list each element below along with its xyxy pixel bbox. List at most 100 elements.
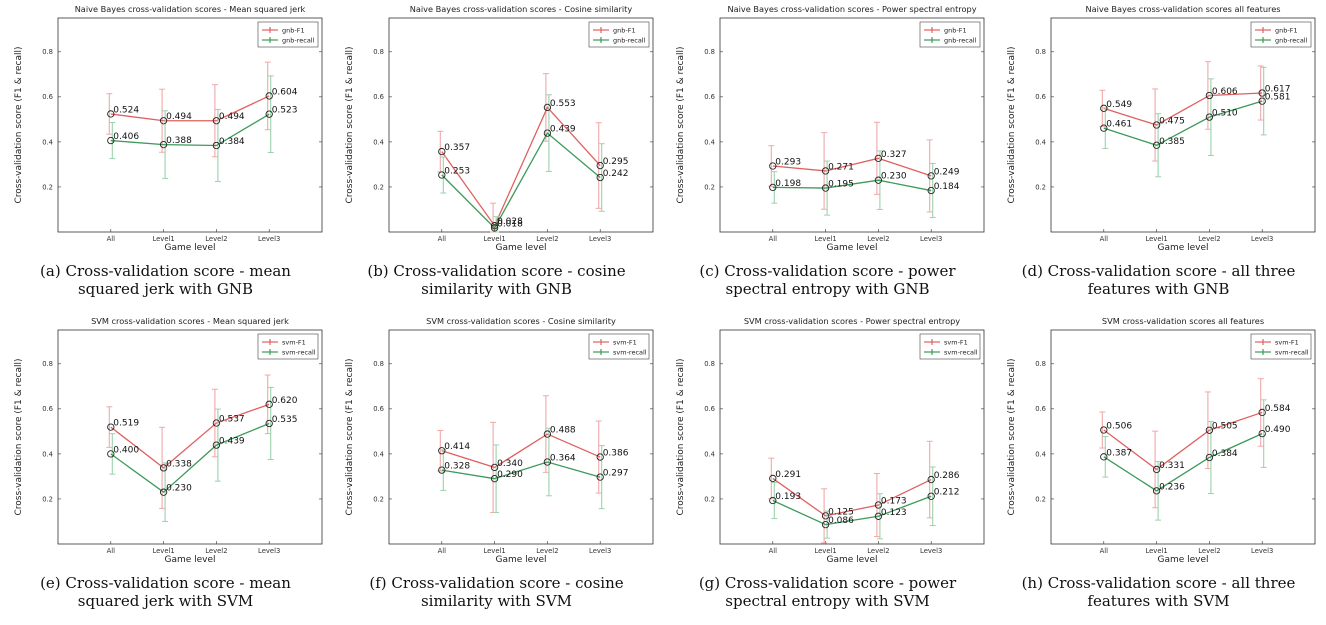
x-tick-label: Level2 (205, 235, 227, 243)
caption-line: (d) Cross-validation score - all three (1021, 262, 1296, 280)
x-tick-label: Level2 (867, 547, 889, 555)
plot-frame (388, 329, 654, 545)
data-point (1205, 113, 1214, 121)
figure-caption: (a) Cross-validation score - mean squared… (0, 262, 331, 298)
data-label: 0.193 (775, 492, 801, 502)
legend-label: gnb-recall (613, 36, 646, 44)
x-tick-label: Level1 (814, 235, 836, 243)
data-point (212, 441, 221, 449)
data-point (159, 488, 168, 496)
caption-line: (f) Cross-validation score - cosine (369, 574, 624, 592)
caption-line: (a) Cross-validation score - mean (40, 262, 291, 280)
data-label: 0.364 (550, 454, 576, 464)
data-label: 0.328 (444, 462, 470, 472)
data-point (438, 447, 446, 455)
x-tick-label: Level3 (258, 235, 280, 243)
y-tick-label: 0.6 (1035, 405, 1046, 413)
caption-line: (c) Cross-validation score - power (699, 262, 956, 280)
series-line (1103, 433, 1263, 492)
data-label: 0.387 (1106, 448, 1132, 458)
chart-title: SVM cross-validation scores - Power spec… (744, 316, 960, 326)
data-label: 0.519 (113, 419, 139, 429)
y-tick-label: 0.2 (42, 495, 53, 503)
data-label: 0.184 (934, 182, 960, 192)
x-tick-label: All (438, 235, 447, 243)
legend-label: svm-F1 (613, 338, 637, 346)
series-line (441, 106, 601, 227)
chart-svg: Naive Bayes cross-validation scores all … (1007, 4, 1316, 250)
chart-title: Naive Bayes cross-validation scores all … (1085, 4, 1280, 14)
x-tick-label: All (438, 547, 447, 555)
data-label: 0.461 (1106, 120, 1132, 130)
data-label: 0.291 (775, 470, 801, 480)
x-tick-label: Level1 (483, 235, 505, 243)
y-tick-label: 0.4 (704, 138, 715, 146)
data-label: 0.553 (550, 99, 576, 109)
legend-label: svm-F1 (1275, 338, 1299, 346)
data-point (1205, 426, 1214, 434)
series-line (441, 132, 601, 230)
legend-label: svm-F1 (944, 338, 968, 346)
y-tick-label: 0.6 (42, 93, 53, 101)
data-point (769, 496, 777, 505)
data-label: 0.386 (603, 449, 629, 459)
y-axis-label: Cross-validation score (F1 & recall) (676, 358, 686, 515)
data-label: 0.549 (1106, 100, 1132, 110)
chart-svg: Naive Bayes cross-validation scores - Po… (676, 4, 985, 250)
x-tick-label: Level3 (1251, 547, 1273, 555)
data-label: 0.400 (113, 445, 139, 455)
legend-label: svm-recall (613, 348, 647, 356)
data-point (596, 173, 604, 182)
data-label: 0.286 (934, 471, 960, 481)
data-label: 0.406 (113, 132, 139, 142)
y-tick-label: 0.4 (1035, 138, 1046, 146)
data-label: 0.414 (444, 442, 470, 452)
x-tick-label: Level2 (536, 547, 558, 555)
data-label: 0.384 (1212, 449, 1238, 459)
legend-label: svm-recall (944, 348, 978, 356)
series-line (772, 495, 932, 526)
series-line (772, 179, 932, 192)
chart-svg: SVM cross-validation scores - Power spec… (676, 316, 985, 562)
figure-caption: (d) Cross-validation score - all three fe… (993, 262, 1324, 298)
x-tick-label: All (769, 235, 778, 243)
data-point (265, 400, 273, 408)
y-axis-label: Cross-validation score (F1 & recall) (1007, 358, 1017, 515)
x-tick-label: Level3 (589, 235, 611, 243)
data-point (1205, 91, 1214, 100)
y-tick-label: 0.6 (42, 405, 53, 413)
x-tick-label: Level1 (814, 547, 836, 555)
x-tick-label: Level2 (1198, 547, 1220, 555)
plot-frame (57, 329, 323, 545)
data-point (490, 463, 499, 472)
y-tick-label: 0.2 (1035, 495, 1046, 503)
chart-svg: SVM cross-validation scores - Mean squar… (14, 316, 323, 562)
data-point (107, 110, 115, 118)
x-tick-label: Level3 (920, 235, 942, 243)
data-label: 0.028 (497, 217, 523, 227)
data-label: 0.253 (444, 167, 470, 177)
data-point (874, 154, 883, 162)
x-axis-label: Game level (164, 243, 215, 250)
data-point (927, 172, 935, 180)
chart-panel: SVM cross-validation scores - Mean squar… (0, 312, 331, 624)
data-label: 0.173 (881, 497, 907, 507)
y-tick-label: 0.4 (373, 450, 384, 458)
data-label: 0.488 (550, 426, 576, 436)
data-label: 0.494 (166, 112, 192, 122)
y-tick-label: 0.4 (373, 138, 384, 146)
legend-label: gnb-F1 (613, 26, 636, 34)
data-point (107, 450, 115, 458)
data-point (107, 423, 115, 431)
x-tick-label: Level1 (152, 547, 174, 555)
plot-frame (1050, 17, 1316, 233)
caption-line: similarity with SVM (420, 592, 573, 610)
data-label: 0.230 (166, 484, 192, 494)
data-point (596, 453, 604, 461)
data-label: 0.581 (1265, 93, 1291, 103)
data-point (1152, 487, 1161, 495)
data-label: 0.212 (934, 488, 960, 498)
chart-title: Naive Bayes cross-validation scores - Me… (75, 4, 306, 14)
x-axis-label: Game level (826, 555, 877, 562)
caption-line: (h) Cross-validation score - all three (1021, 574, 1296, 592)
